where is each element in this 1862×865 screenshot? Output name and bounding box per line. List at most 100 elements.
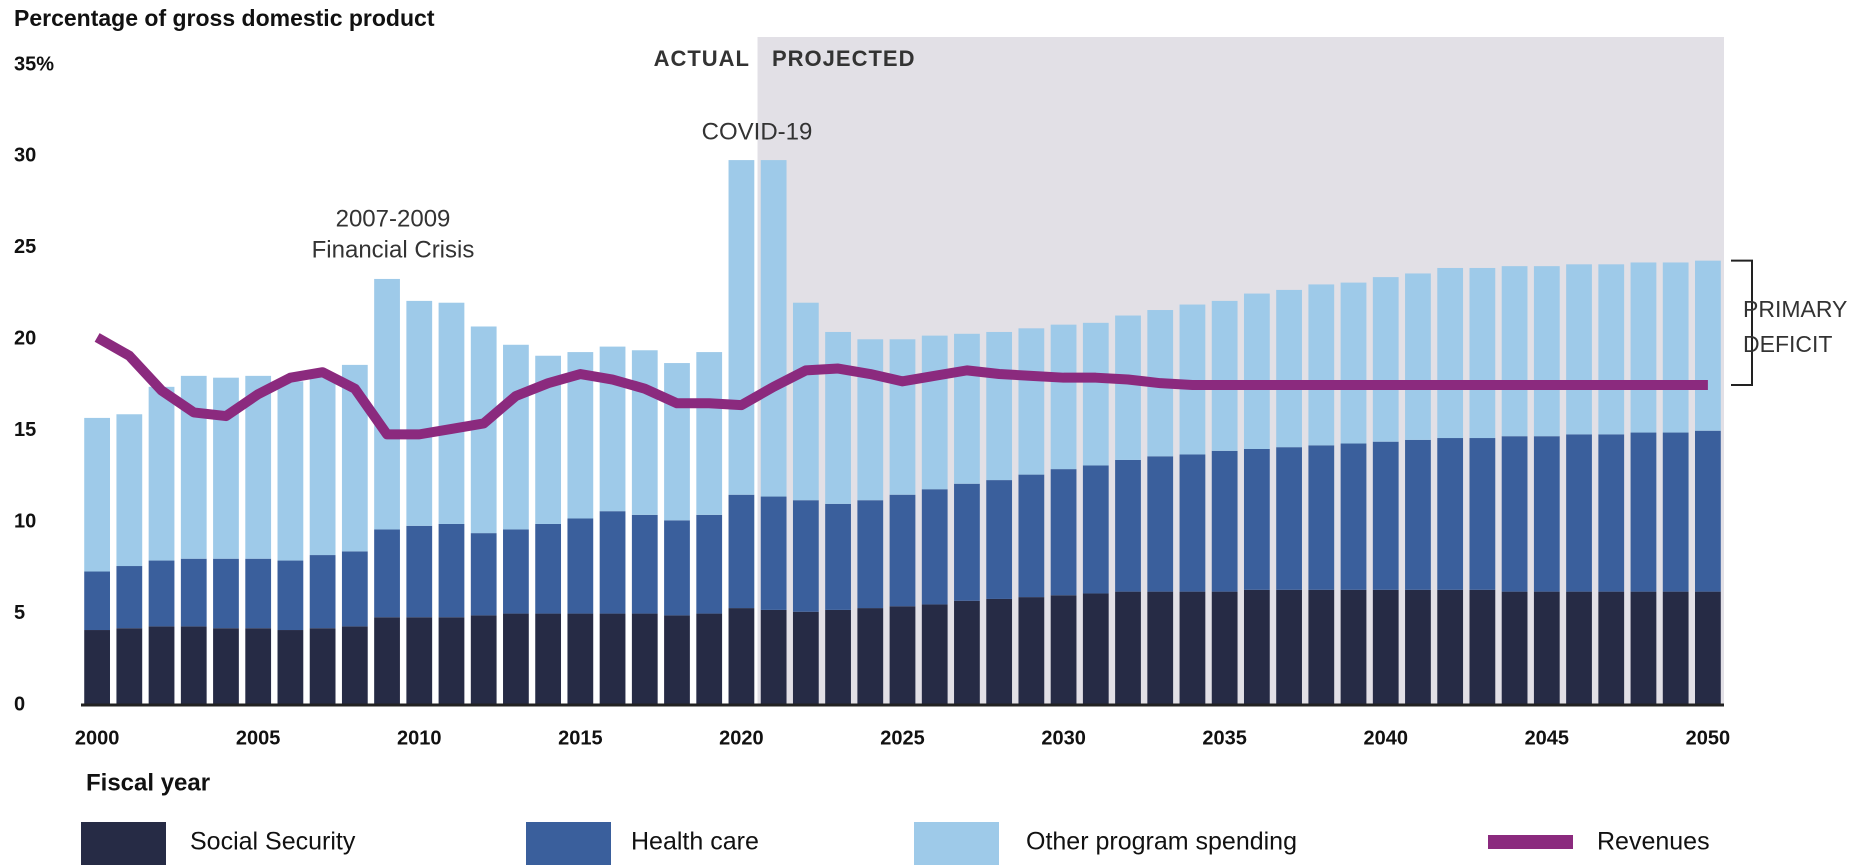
x-tick-label: 2000 (75, 727, 120, 749)
bar-segment (1308, 445, 1335, 590)
bar-segment (1018, 474, 1045, 598)
bar-segment (696, 514, 723, 614)
bar-segment (1243, 589, 1270, 705)
bar-segment (438, 302, 465, 524)
x-tick-label: 2040 (1363, 727, 1408, 749)
bar-segment (760, 160, 787, 497)
bar-segment (921, 604, 948, 705)
bar-segment (954, 483, 980, 601)
bar-segment (341, 626, 368, 705)
covid-annotation: COVID-19 (702, 118, 813, 145)
bar-segment (1018, 328, 1045, 475)
bar-segment (1340, 443, 1367, 590)
bar-segment (116, 414, 143, 567)
bar-segment (664, 363, 690, 521)
bar-segment (406, 617, 433, 705)
bar-segment (470, 533, 497, 616)
bar-segment (1469, 589, 1496, 705)
bar-segment (1308, 284, 1335, 446)
actual-label: ACTUAL (654, 46, 750, 71)
bar-segment (1211, 591, 1238, 705)
bar-segment (1050, 595, 1077, 705)
y-tick-label: 25 (14, 236, 36, 258)
bar-segment (1437, 438, 1464, 590)
bar-segment (599, 511, 626, 614)
bar-segment (84, 571, 110, 631)
bar-segment (1082, 322, 1109, 466)
bar-segment (245, 628, 272, 705)
bar-segment (825, 609, 851, 705)
bar-segment (631, 514, 658, 614)
bar-segment (341, 551, 368, 627)
revenue-line (94, 333, 1708, 440)
bar-segment (503, 344, 529, 530)
bar-segment (84, 630, 110, 705)
bar-segment (1179, 591, 1206, 705)
bar-segment (567, 613, 594, 705)
y-tick-label: 20 (14, 328, 36, 350)
bar-segment (1340, 282, 1367, 444)
bar-segment (1662, 262, 1689, 433)
bar-segment (1211, 450, 1238, 592)
bar-segment (825, 503, 851, 610)
bar-segment (631, 613, 658, 705)
bar-segment (1211, 300, 1238, 451)
bar-segment (148, 626, 175, 705)
bar-segment (277, 381, 304, 561)
bar-segment (245, 375, 272, 559)
x-tick-label: 2045 (1525, 727, 1570, 749)
bar-segment (374, 529, 400, 618)
bar-segment (1115, 591, 1141, 705)
bar-segment (986, 480, 1013, 599)
bar-segment (277, 560, 304, 631)
bar-segment (1372, 277, 1399, 442)
bar-segment (954, 600, 980, 705)
bar-segment (986, 598, 1013, 705)
bar-segment (213, 628, 239, 705)
bar-segment (1243, 293, 1270, 449)
bar-segment (1469, 438, 1496, 590)
bar-segment (1630, 432, 1657, 592)
bar-segment (728, 160, 755, 495)
bar-segment (1695, 260, 1721, 431)
bar-segment (1598, 591, 1625, 705)
bar-segment (503, 613, 529, 705)
bar-segment (760, 496, 787, 610)
deficit-bracket (1731, 259, 1753, 386)
crisis-annotation: Financial Crisis (312, 236, 475, 263)
bar-segment (567, 518, 594, 614)
bar-segment (1340, 589, 1367, 705)
bar-segment (1566, 264, 1592, 435)
bar-segment (309, 628, 336, 705)
chart-title: Percentage of gross domestic product (14, 5, 435, 31)
bar-segment (1405, 589, 1431, 705)
y-tick-label: 15 (14, 419, 36, 441)
bar-segment (148, 560, 175, 627)
x-tick-label: 2015 (558, 727, 603, 749)
bar-segment (889, 494, 916, 607)
bar-segment (213, 558, 239, 629)
bar-segment (1147, 456, 1174, 592)
bar-segment (1533, 436, 1560, 592)
bar-segment (1630, 591, 1657, 705)
bars-layer (84, 160, 1721, 705)
bar-segment (857, 339, 884, 501)
bar-segment (1115, 315, 1141, 460)
bar-segment (728, 608, 755, 705)
legend-label: Other program spending (1026, 828, 1297, 856)
bar-segment (438, 617, 465, 705)
legend-swatch (81, 822, 166, 865)
bar-segment (406, 525, 433, 618)
bar-segment (438, 523, 465, 618)
y-tick-label: 0 (14, 693, 25, 715)
y-tick-label: 5 (14, 602, 25, 624)
x-tick-label: 2025 (880, 727, 925, 749)
bar-segment (84, 417, 110, 572)
bar-segment (599, 613, 626, 705)
bar-segment (1082, 593, 1109, 705)
x-tick-label: 2050 (1686, 727, 1731, 749)
bar-segment (1533, 266, 1560, 437)
bar-segment (1147, 591, 1174, 705)
